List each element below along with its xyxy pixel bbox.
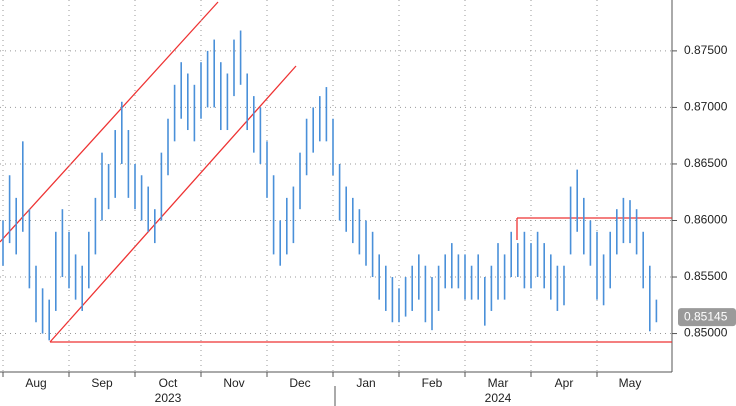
last-value-label: 0.85145 [684,309,728,323]
trend-line [49,65,297,343]
x-tick-label: Aug [25,376,46,390]
x-tick-label: May [619,376,642,390]
y-tick-label: 0.87000 [684,100,728,114]
x-tick-label: Apr [555,376,574,390]
x-tick-label: Oct [159,376,178,390]
last-value-box [678,308,736,327]
x-tick-label: Mar [488,376,509,390]
y-tick-label: 0.85500 [684,269,728,283]
x-tick-label: Dec [289,376,310,390]
y-tick-label: 0.87500 [684,43,728,57]
trend-line [0,1,219,243]
year-label: 2024 [485,391,512,405]
x-tick-label: Nov [223,376,244,390]
y-tick-label: 0.86000 [684,213,728,227]
y-tick-label: 0.85000 [684,326,728,340]
x-tick-label: Jan [356,376,375,390]
year-label: 2023 [155,391,182,405]
y-tick-label: 0.86500 [684,156,728,170]
x-tick-label: Sep [91,376,113,390]
x-tick-label: Feb [422,376,443,390]
